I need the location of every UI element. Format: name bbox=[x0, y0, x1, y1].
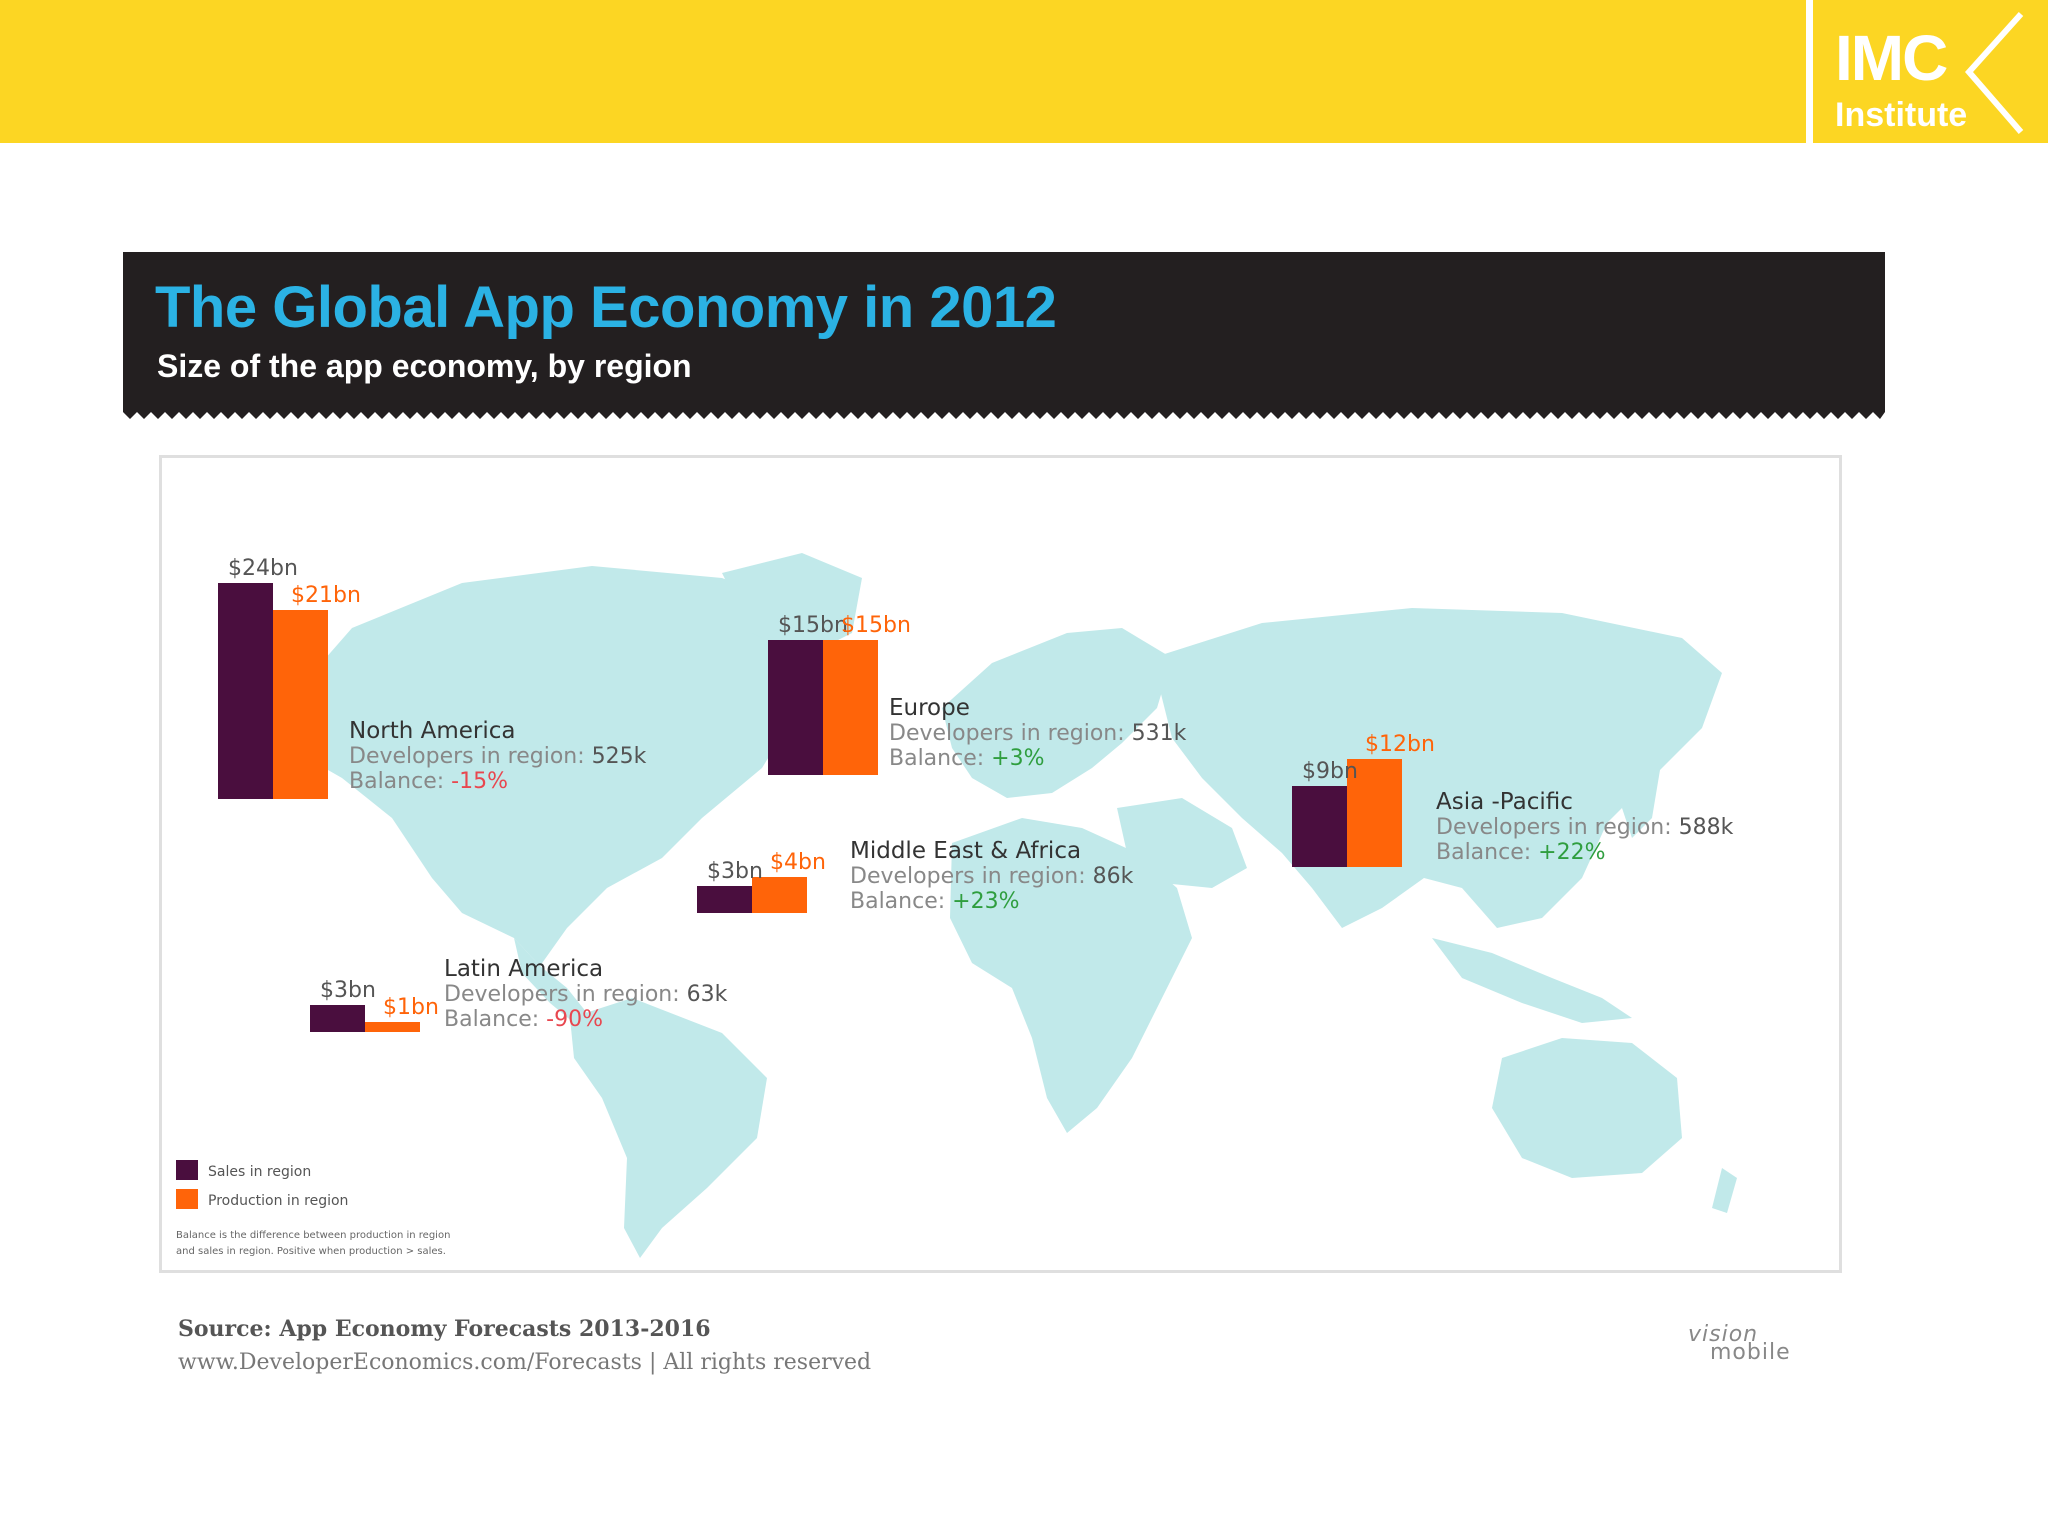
chart-panel: $24bn $21bn $15bn $15bn $3bn $4bn $9bn $12bn $3b… bbox=[159, 455, 1842, 1273]
map-south-america bbox=[570, 998, 767, 1258]
map-greenland bbox=[722, 553, 862, 658]
bar-labels-layer: $24bn$21bn $15bn$15bn $3bn $4bn $9bn $12bn $3b… bbox=[228, 556, 1435, 1020]
source-line: Source: App Economy Forecasts 2013-2016 bbox=[178, 1316, 711, 1342]
bar-sales-middle-east-africa bbox=[697, 886, 752, 913]
region-name-europe: Europe bbox=[889, 695, 970, 721]
bar-production-latin-america bbox=[365, 1022, 420, 1032]
visionmobile-logo: vision mobile bbox=[1688, 1322, 1828, 1372]
world-map-chart: $24bn$21bn $15bn$15bn $3bn $4bn $9bn $12bn $3b… bbox=[176, 553, 1737, 1258]
logo-text-institute: Institute bbox=[1835, 96, 1968, 134]
value-label-sales-middle-east-africa: $3bn bbox=[707, 859, 763, 884]
region-developers-latin-america: Developers in region: 63k bbox=[444, 982, 728, 1007]
bar-sales-europe bbox=[768, 640, 823, 775]
map-australia bbox=[1492, 1038, 1682, 1178]
value-label-sales-latin-america: $3bn bbox=[320, 978, 376, 1003]
region-balance-latin-america: Balance: -90% bbox=[444, 1007, 603, 1032]
map-africa bbox=[950, 818, 1192, 1133]
value-label-production-north-america: $21bn bbox=[291, 583, 361, 608]
map-middle-east bbox=[1117, 798, 1247, 888]
legend-swatch-production bbox=[176, 1189, 198, 1209]
value-label-sales-north-america: $24bn bbox=[228, 556, 298, 581]
bars-layer bbox=[218, 583, 1402, 1032]
value-label-sales-asia-pacific: $9bn bbox=[1302, 759, 1358, 784]
source-url-line: www.DeveloperEconomics.com/Forecasts | A… bbox=[178, 1350, 872, 1375]
map-new-zealand bbox=[1712, 1168, 1737, 1213]
value-label-production-latin-america: $1bn bbox=[383, 995, 439, 1020]
map-southeast-asia bbox=[1432, 938, 1632, 1023]
bar-production-north-america bbox=[273, 610, 328, 799]
bar-production-asia-pacific bbox=[1347, 759, 1402, 867]
chart-banner: The Global App Economy in 2012 Size of t… bbox=[123, 252, 1885, 412]
region-developers-europe: Developers in region: 531k bbox=[889, 721, 1187, 746]
region-developers-middle-east-africa: Developers in region: 86k bbox=[850, 864, 1134, 889]
value-label-production-asia-pacific: $12bn bbox=[1365, 732, 1435, 757]
region-name-asia-pacific: Asia -Pacific bbox=[1436, 789, 1573, 815]
region-developers-asia-pacific: Developers in region: 588k bbox=[1436, 815, 1734, 840]
banner-zigzag-edge bbox=[123, 406, 1885, 419]
region-balance-asia-pacific: Balance: +22% bbox=[1436, 840, 1606, 865]
region-balance-middle-east-africa: Balance: +23% bbox=[850, 889, 1020, 914]
map-japan bbox=[1622, 748, 1662, 838]
map-north-america bbox=[282, 566, 842, 966]
map-central-america bbox=[514, 938, 587, 1023]
visionmobile-logo-top: vision bbox=[1688, 1322, 1759, 1347]
visionmobile-logo-bottom: mobile bbox=[1710, 1340, 1791, 1365]
bar-production-middle-east-africa bbox=[752, 877, 807, 913]
value-label-production-europe: $15bn bbox=[841, 613, 911, 638]
region-balance-europe: Balance: +3% bbox=[889, 746, 1045, 771]
region-name-latin-america: Latin America bbox=[444, 956, 603, 982]
bar-production-europe bbox=[823, 640, 878, 775]
legend-footnote-line2: and sales in region. Positive when produ… bbox=[176, 1246, 446, 1257]
region-name-middle-east-africa: Middle East & Africa bbox=[850, 838, 1081, 864]
legend-label-sales: Sales in region bbox=[208, 1164, 311, 1180]
legend-swatch-sales bbox=[176, 1160, 198, 1180]
logo-chevron-icon bbox=[1965, 11, 2024, 134]
legend-label-production: Production in region bbox=[208, 1193, 348, 1209]
legend: Sales in region Production in region Bal… bbox=[176, 1160, 450, 1257]
header-bar bbox=[0, 0, 2048, 143]
value-label-production-middle-east-africa: $4bn bbox=[770, 850, 826, 875]
bar-sales-asia-pacific bbox=[1292, 786, 1347, 867]
bar-sales-latin-america bbox=[310, 1005, 365, 1032]
region-name-north-america: North America bbox=[349, 718, 516, 744]
chart-subtitle: Size of the app economy, by region bbox=[157, 348, 692, 384]
imc-institute-logo: IMC Institute bbox=[1806, 0, 2035, 143]
bar-sales-north-america bbox=[218, 583, 273, 799]
chart-title: The Global App Economy in 2012 bbox=[155, 275, 1057, 340]
legend-footnote-line1: Balance is the difference between produc… bbox=[176, 1230, 450, 1241]
value-label-sales-europe: $15bn bbox=[778, 613, 848, 638]
map-europe bbox=[942, 628, 1172, 798]
region-balance-north-america: Balance: -15% bbox=[349, 769, 508, 794]
region-developers-north-america: Developers in region: 525k bbox=[349, 744, 647, 769]
logo-text-imc: IMC bbox=[1835, 22, 1948, 94]
